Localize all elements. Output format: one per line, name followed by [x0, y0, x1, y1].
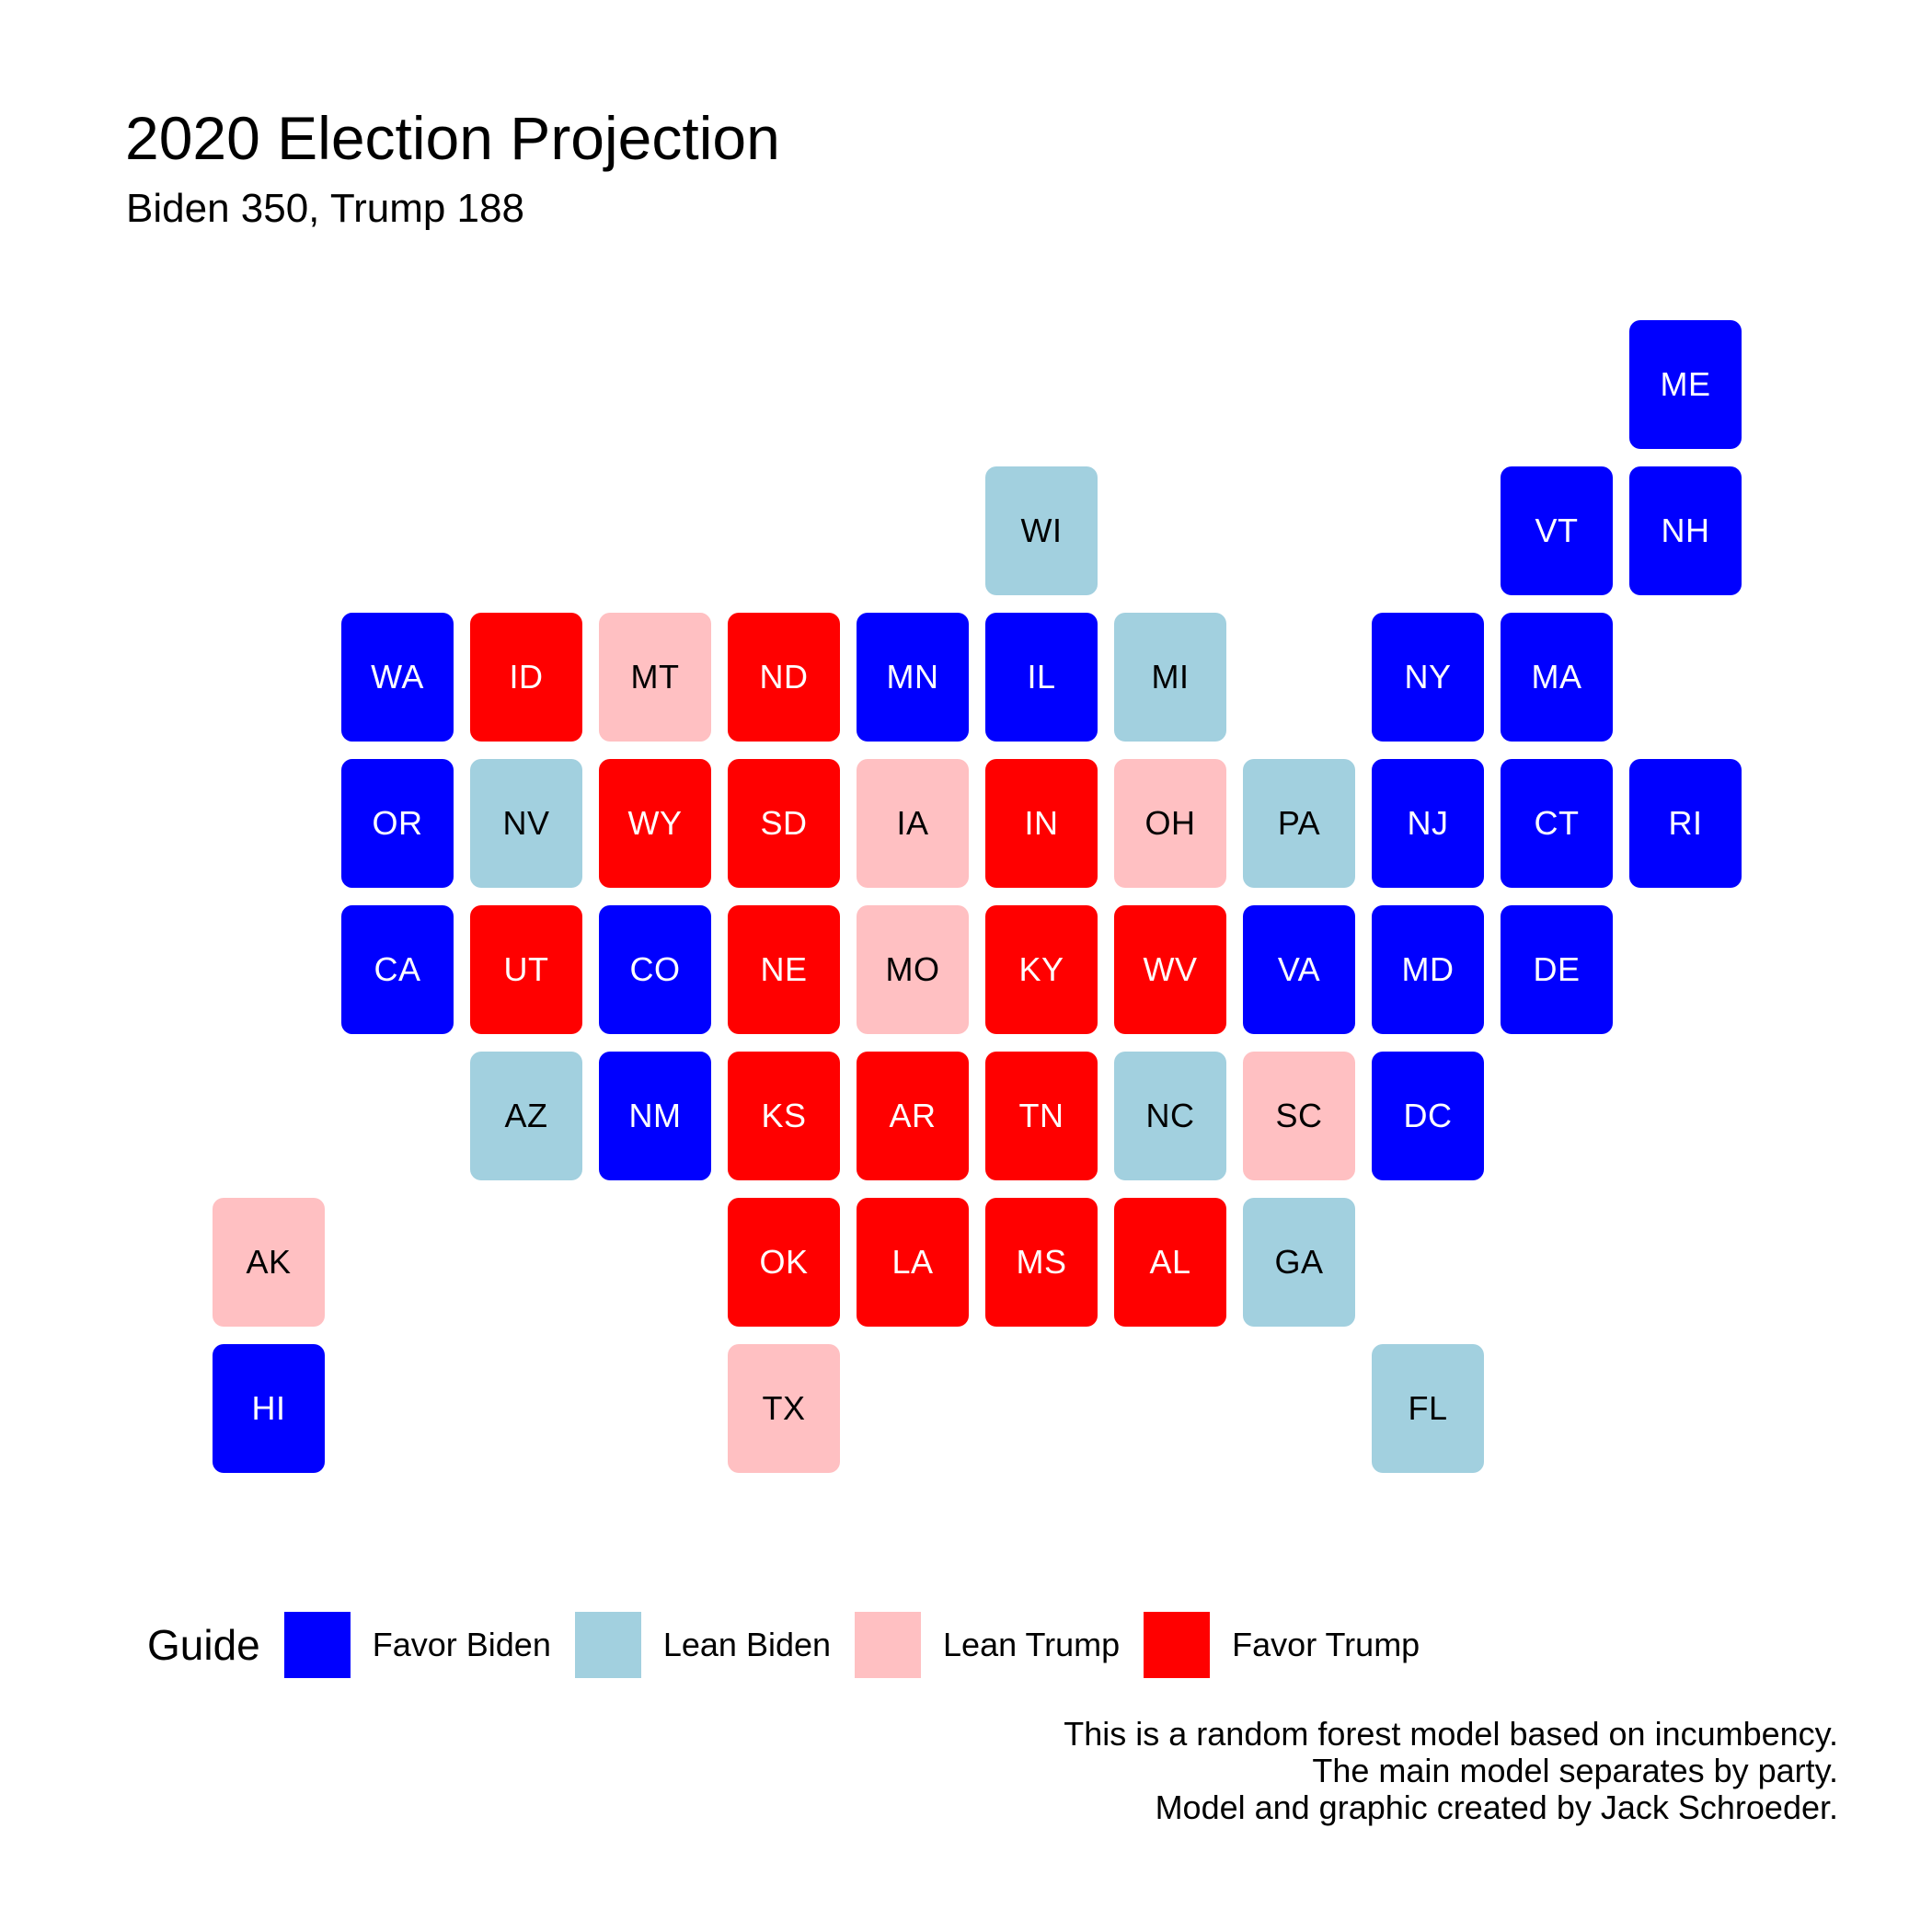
legend-label-favor-trump: Favor Trump — [1232, 1626, 1420, 1663]
legend-item-lean-biden: Lean Biden — [574, 1612, 832, 1678]
state-tile-nh: NH — [1629, 466, 1742, 595]
legend-label-lean-biden: Lean Biden — [662, 1626, 832, 1663]
legend-swatch-lean-biden — [574, 1612, 641, 1678]
state-tile-nc: NC — [1114, 1052, 1226, 1180]
state-tile-tn: TN — [985, 1052, 1098, 1180]
state-tile-az: AZ — [470, 1052, 582, 1180]
state-tile-va: VA — [1243, 905, 1355, 1034]
legend-item-favor-biden: Favor Biden — [283, 1612, 551, 1678]
state-tile-sc: SC — [1243, 1052, 1355, 1180]
legend-swatch-lean-trump — [855, 1612, 922, 1678]
state-tile-ak: AK — [213, 1198, 325, 1327]
state-tile-ia: IA — [857, 759, 969, 888]
state-tile-nm: NM — [599, 1052, 711, 1180]
state-tile-ar: AR — [857, 1052, 969, 1180]
state-tile-wi: WI — [985, 466, 1098, 595]
state-tile-me: ME — [1629, 320, 1742, 449]
state-tile-or: OR — [341, 759, 454, 888]
state-tile-vt: VT — [1501, 466, 1613, 595]
caption-line: This is a random forest model based on i… — [1064, 1715, 1838, 1753]
state-tile-wy: WY — [599, 759, 711, 888]
page-subtitle: Biden 350, Trump 188 — [126, 186, 524, 231]
state-tile-ne: NE — [728, 905, 840, 1034]
state-tile-map: ME WI VT NH WA ID MT ND MN IL MI NY MA OR NV WY SD IA IN OH… — [213, 320, 1742, 1473]
state-tile-la: LA — [857, 1198, 969, 1327]
state-tile-id: ID — [470, 613, 582, 742]
state-tile-ga: GA — [1243, 1198, 1355, 1327]
legend-swatch-favor-biden — [283, 1612, 351, 1678]
caption-line: Model and graphic created by Jack Schroe… — [1155, 1788, 1838, 1826]
state-tile-mi: MI — [1114, 613, 1226, 742]
state-tile-ma: MA — [1501, 613, 1613, 742]
state-tile-wv: WV — [1114, 905, 1226, 1034]
state-tile-ri: RI — [1629, 759, 1742, 888]
state-tile-mo: MO — [857, 905, 969, 1034]
legend: Guide Favor Biden Lean Biden Lean Trump … — [147, 1612, 1443, 1678]
state-tile-mt: MT — [599, 613, 711, 742]
state-tile-ks: KS — [728, 1052, 840, 1180]
legend-label-favor-biden: Favor Biden — [372, 1626, 551, 1663]
caption-line: The main model separates by party. — [1312, 1752, 1838, 1789]
state-tile-ms: MS — [985, 1198, 1098, 1327]
state-tile-al: AL — [1114, 1198, 1226, 1327]
state-tile-nd: ND — [728, 613, 840, 742]
state-tile-ky: KY — [985, 905, 1098, 1034]
state-tile-mn: MN — [857, 613, 969, 742]
state-tile-md: MD — [1372, 905, 1484, 1034]
legend-swatch-favor-trump — [1144, 1612, 1211, 1678]
state-tile-ok: OK — [728, 1198, 840, 1327]
state-tile-nj: NJ — [1372, 759, 1484, 888]
page-title: 2020 Election Projection — [125, 104, 780, 172]
state-tile-ny: NY — [1372, 613, 1484, 742]
legend-label-lean-trump: Lean Trump — [943, 1626, 1121, 1663]
state-tile-ca: CA — [341, 905, 454, 1034]
state-tile-ut: UT — [470, 905, 582, 1034]
state-tile-co: CO — [599, 905, 711, 1034]
state-tile-ct: CT — [1501, 759, 1613, 888]
state-tile-de: DE — [1501, 905, 1613, 1034]
state-tile-wa: WA — [341, 613, 454, 742]
caption: This is a random forest model based on i… — [1064, 1716, 1838, 1826]
state-tile-nv: NV — [470, 759, 582, 888]
state-tile-in: IN — [985, 759, 1098, 888]
state-tile-fl: FL — [1372, 1344, 1484, 1473]
legend-title: Guide — [147, 1621, 260, 1669]
legend-item-lean-trump: Lean Trump — [855, 1612, 1120, 1678]
legend-item-favor-trump: Favor Trump — [1144, 1612, 1420, 1678]
state-tile-il: IL — [985, 613, 1098, 742]
state-tile-tx: TX — [728, 1344, 840, 1473]
state-tile-hi: HI — [213, 1344, 325, 1473]
state-tile-dc: DC — [1372, 1052, 1484, 1180]
state-tile-sd: SD — [728, 759, 840, 888]
state-tile-pa: PA — [1243, 759, 1355, 888]
state-tile-oh: OH — [1114, 759, 1226, 888]
